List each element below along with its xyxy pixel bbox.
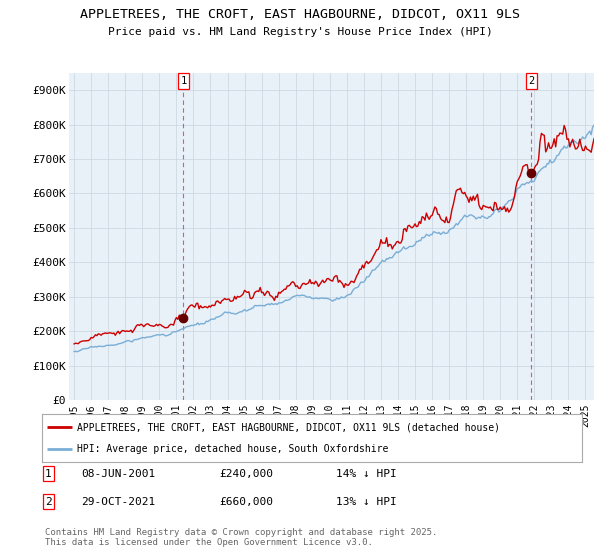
Text: 1: 1 [181,76,187,86]
Text: 08-JUN-2001: 08-JUN-2001 [81,469,155,479]
Text: 2: 2 [529,76,535,86]
Text: 1: 1 [45,469,52,479]
Text: 2: 2 [45,497,52,507]
Text: Contains HM Land Registry data © Crown copyright and database right 2025.
This d: Contains HM Land Registry data © Crown c… [45,528,437,547]
Text: £660,000: £660,000 [219,497,273,507]
Text: HPI: Average price, detached house, South Oxfordshire: HPI: Average price, detached house, Sout… [77,444,388,454]
Text: 29-OCT-2021: 29-OCT-2021 [81,497,155,507]
Text: £240,000: £240,000 [219,469,273,479]
Text: 13% ↓ HPI: 13% ↓ HPI [336,497,397,507]
Text: APPLETREES, THE CROFT, EAST HAGBOURNE, DIDCOT, OX11 9LS (detached house): APPLETREES, THE CROFT, EAST HAGBOURNE, D… [77,422,500,432]
Text: 14% ↓ HPI: 14% ↓ HPI [336,469,397,479]
Text: Price paid vs. HM Land Registry's House Price Index (HPI): Price paid vs. HM Land Registry's House … [107,27,493,37]
Text: APPLETREES, THE CROFT, EAST HAGBOURNE, DIDCOT, OX11 9LS: APPLETREES, THE CROFT, EAST HAGBOURNE, D… [80,8,520,21]
